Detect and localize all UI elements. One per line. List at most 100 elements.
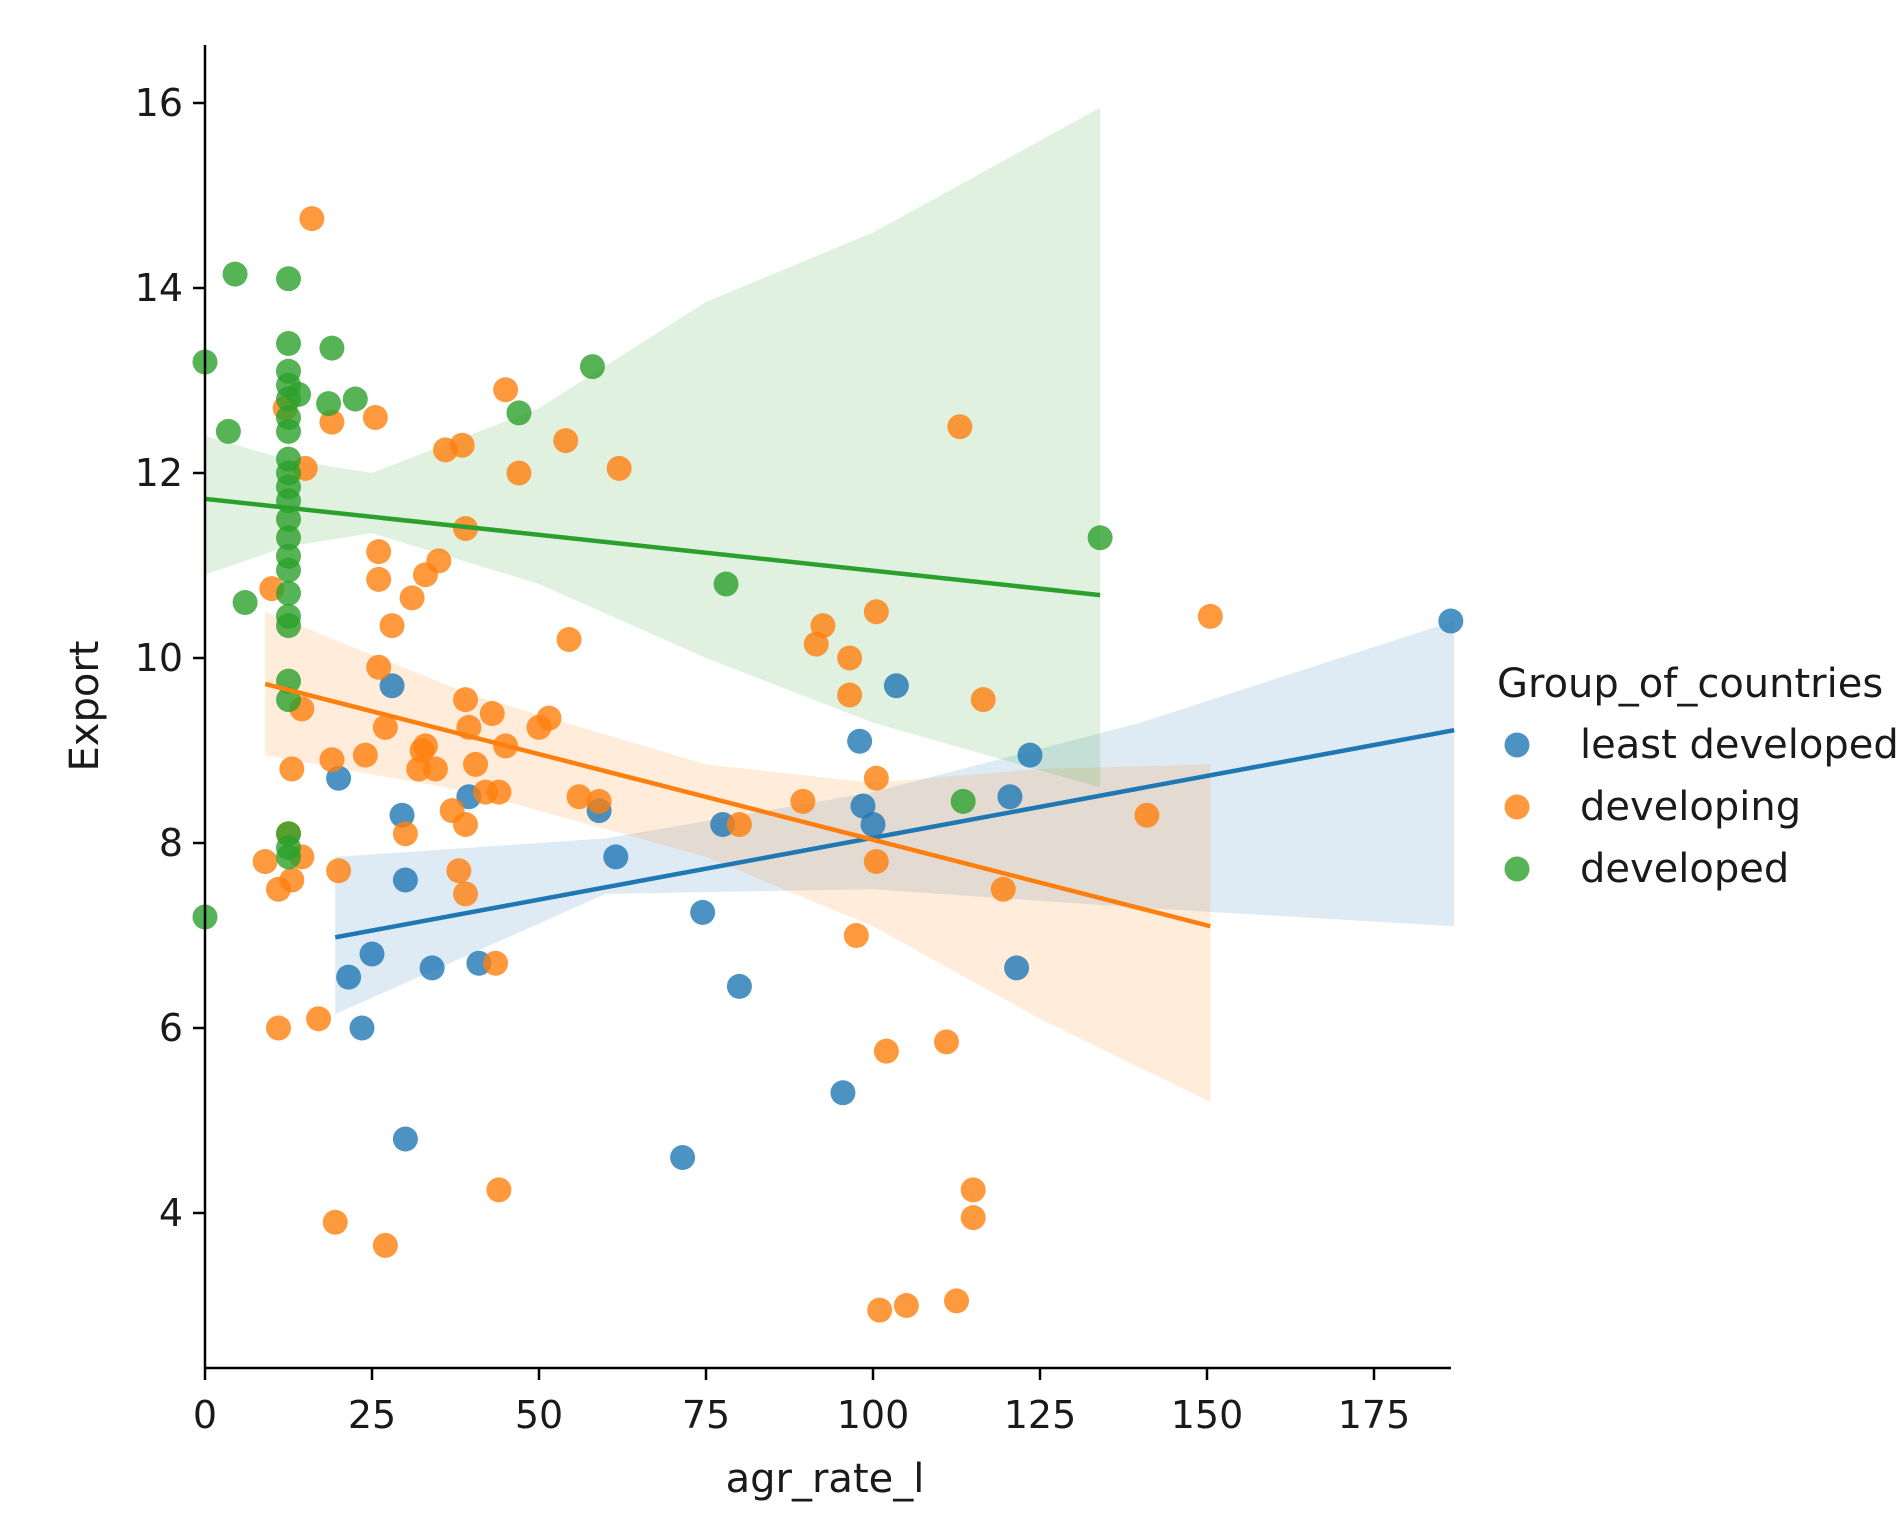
regression-lines bbox=[204, 496, 1455, 940]
data-point-series-2 bbox=[276, 418, 301, 444]
data-point-series-0 bbox=[850, 793, 876, 819]
data-point-series-1 bbox=[372, 714, 398, 740]
data-point-series-1 bbox=[790, 788, 816, 814]
data-point-series-0 bbox=[847, 728, 873, 754]
data-point-series-1 bbox=[412, 562, 438, 588]
data-point-series-2 bbox=[342, 386, 368, 412]
data-point-series-1 bbox=[933, 1029, 959, 1055]
data-point-series-2 bbox=[286, 381, 312, 407]
data-point-series-1 bbox=[810, 613, 836, 639]
y-tick-label: 12 bbox=[135, 451, 183, 495]
data-point-series-1 bbox=[479, 701, 505, 726]
data-point-series-1 bbox=[483, 950, 509, 976]
data-point-series-1 bbox=[306, 1006, 332, 1032]
y-tick-label: 16 bbox=[135, 81, 183, 125]
data-point-series-1 bbox=[366, 539, 392, 565]
data-point-series-1 bbox=[586, 788, 612, 814]
data-point-series-0 bbox=[830, 1080, 856, 1106]
y-tick-label: 6 bbox=[159, 1006, 183, 1050]
legend-label-2: developed bbox=[1580, 846, 1789, 892]
data-point-series-0 bbox=[670, 1145, 696, 1170]
data-point-series-1 bbox=[453, 687, 479, 713]
data-point-series-1 bbox=[837, 682, 863, 708]
data-point-series-1 bbox=[863, 599, 889, 625]
x-axis-title: agr_rate_l bbox=[726, 1456, 925, 1502]
data-point-series-2 bbox=[215, 418, 241, 444]
data-point-series-0 bbox=[883, 673, 909, 699]
data-point-series-1 bbox=[279, 867, 305, 893]
data-point-series-1 bbox=[372, 1232, 398, 1258]
data-point-series-1 bbox=[893, 1293, 919, 1318]
data-point-series-1 bbox=[422, 756, 448, 782]
confidence-bands bbox=[205, 107, 1455, 1102]
data-point-series-0 bbox=[379, 673, 405, 699]
data-point-series-1 bbox=[726, 812, 752, 837]
data-point-series-1 bbox=[863, 765, 889, 791]
data-point-series-1 bbox=[486, 779, 512, 805]
data-point-series-1 bbox=[366, 654, 392, 680]
data-point-series-2 bbox=[316, 391, 342, 417]
data-point-series-0 bbox=[997, 784, 1023, 810]
data-point-series-1 bbox=[463, 751, 489, 777]
data-point-series-2 bbox=[1087, 525, 1113, 551]
y-tick-label: 4 bbox=[159, 1191, 183, 1235]
data-point-series-1 bbox=[279, 756, 305, 782]
data-point-series-1 bbox=[392, 821, 418, 847]
data-point-series-1 bbox=[873, 1038, 899, 1064]
data-point-series-1 bbox=[944, 1288, 969, 1314]
confidence-band-0 bbox=[335, 621, 1455, 1015]
data-point-series-1 bbox=[299, 206, 325, 232]
data-point-series-0 bbox=[860, 812, 886, 837]
data-point-series-1 bbox=[449, 432, 475, 458]
data-point-series-1 bbox=[486, 1177, 512, 1203]
data-point-series-1 bbox=[863, 849, 889, 874]
data-point-series-1 bbox=[556, 627, 582, 652]
data-point-series-1 bbox=[566, 784, 592, 810]
data-point-series-1 bbox=[606, 455, 632, 481]
data-point-series-1 bbox=[319, 409, 345, 435]
data-point-series-0 bbox=[392, 867, 418, 893]
data-point-series-2 bbox=[506, 400, 532, 426]
data-point-series-1 bbox=[843, 923, 869, 948]
x-tick-label: 125 bbox=[1004, 1393, 1077, 1437]
data-point-series-1 bbox=[453, 812, 479, 837]
legend: Group_of_countries least developed develo… bbox=[1497, 661, 1899, 892]
y-tick-label: 14 bbox=[135, 266, 183, 310]
data-point-series-0 bbox=[1438, 608, 1464, 634]
data-points bbox=[192, 206, 1464, 1323]
data-point-series-1 bbox=[326, 858, 352, 884]
regression-line-1 bbox=[264, 681, 1211, 929]
data-point-series-0 bbox=[392, 1126, 418, 1152]
data-point-series-2 bbox=[276, 613, 301, 639]
x-tick-label: 25 bbox=[348, 1393, 396, 1437]
data-point-series-2 bbox=[276, 506, 301, 532]
y-tick-label: 8 bbox=[159, 821, 183, 865]
legend-label-1: developing bbox=[1580, 784, 1801, 830]
x-tick-label: 100 bbox=[837, 1393, 910, 1437]
data-point-series-0 bbox=[1017, 742, 1043, 768]
data-point-series-0 bbox=[349, 1015, 375, 1041]
data-point-series-0 bbox=[359, 941, 385, 967]
x-tick-label: 175 bbox=[1338, 1393, 1411, 1437]
data-point-series-1 bbox=[322, 1209, 348, 1235]
legend-label-0: least developed bbox=[1580, 722, 1899, 768]
data-point-series-1 bbox=[506, 460, 532, 486]
data-point-series-1 bbox=[399, 585, 425, 611]
data-point-series-1 bbox=[362, 405, 388, 430]
data-point-series-2 bbox=[579, 354, 605, 380]
data-point-series-1 bbox=[553, 428, 579, 454]
data-point-series-0 bbox=[389, 802, 415, 828]
data-point-series-2 bbox=[232, 590, 258, 615]
data-point-series-0 bbox=[690, 899, 716, 925]
legend-title: Group_of_countries bbox=[1497, 661, 1883, 707]
x-tick-label: 0 bbox=[193, 1393, 217, 1437]
data-point-series-0 bbox=[419, 955, 445, 981]
regression-line-0 bbox=[334, 727, 1455, 940]
data-point-series-1 bbox=[970, 687, 996, 713]
data-point-series-1 bbox=[319, 747, 345, 773]
y-axis-ticks: 4 6 8 10 12 14 16 bbox=[135, 81, 205, 1235]
data-point-series-1 bbox=[265, 1015, 291, 1041]
data-point-series-1 bbox=[1197, 603, 1223, 629]
data-point-series-2 bbox=[319, 335, 345, 361]
data-point-series-0 bbox=[726, 973, 752, 999]
